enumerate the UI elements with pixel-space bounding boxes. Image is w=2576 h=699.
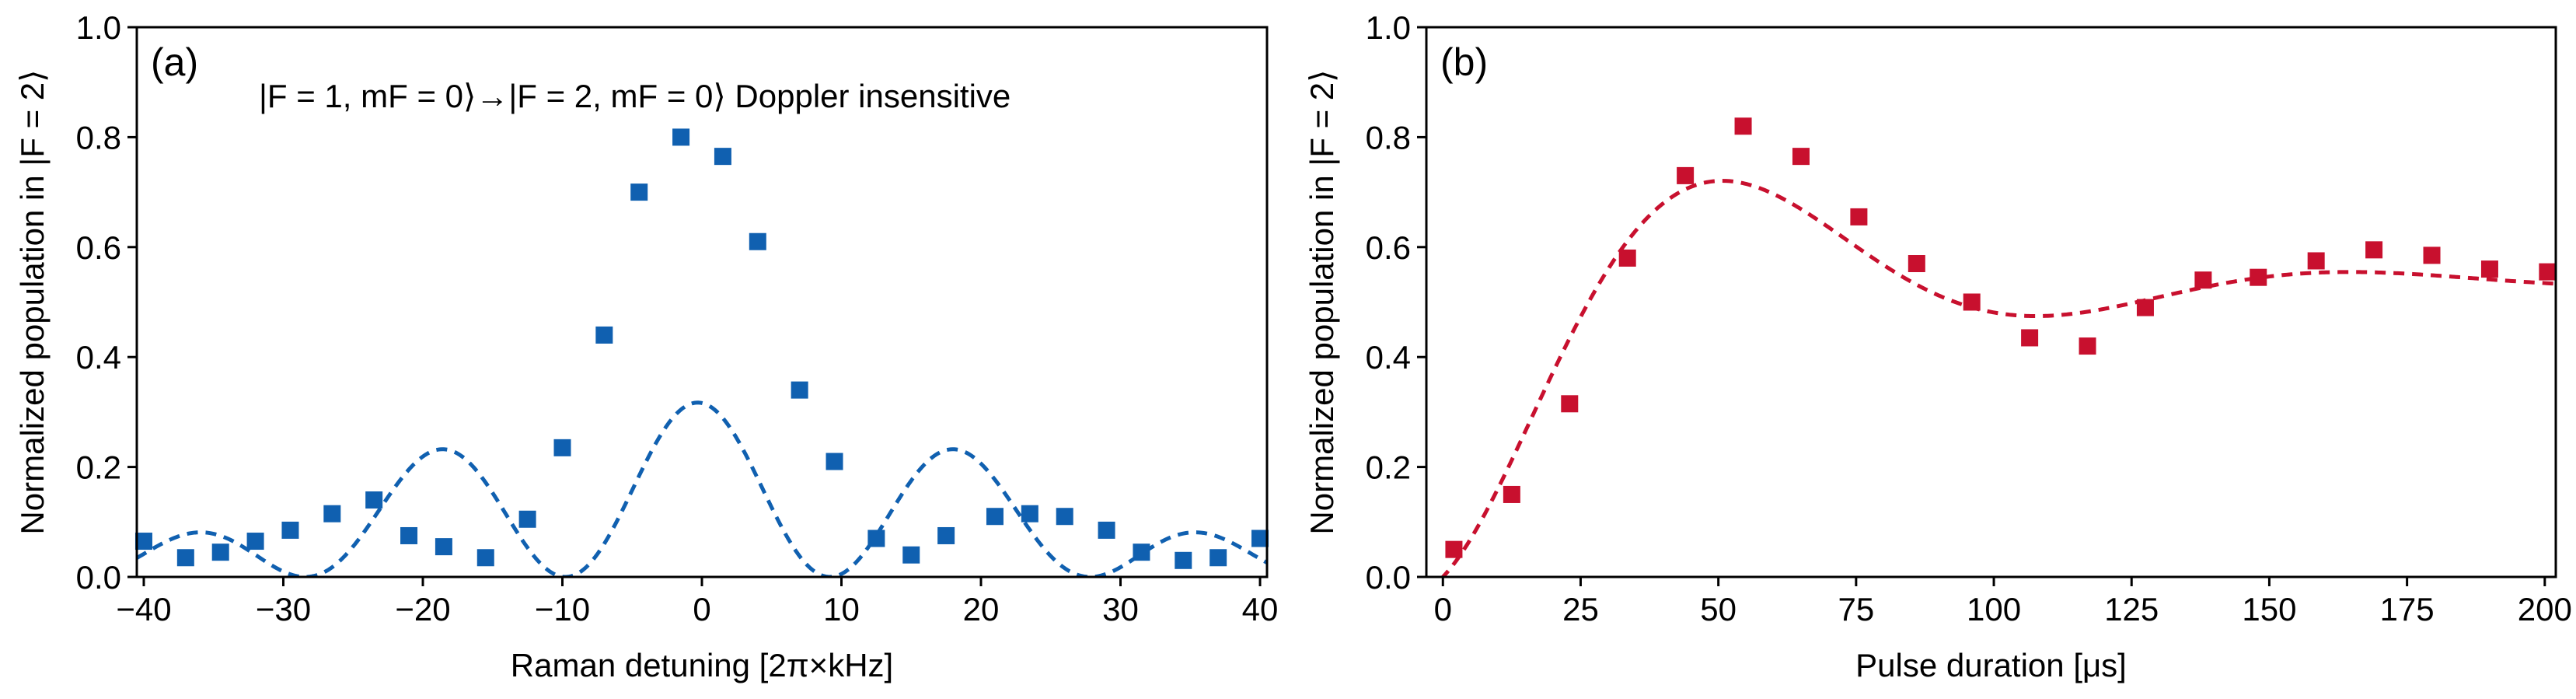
data-point bbox=[134, 533, 152, 550]
data-point bbox=[1908, 255, 1925, 273]
x-tick-label: 25 bbox=[1562, 591, 1599, 627]
data-point bbox=[518, 510, 536, 528]
data-point bbox=[1618, 249, 1636, 267]
data-point bbox=[2539, 263, 2557, 281]
data-point bbox=[791, 381, 808, 399]
y-tick-label: 1.0 bbox=[76, 9, 121, 46]
data-point bbox=[365, 491, 383, 509]
data-point bbox=[2480, 260, 2498, 278]
data-point bbox=[749, 232, 766, 250]
x-tick-label: 125 bbox=[2104, 591, 2159, 627]
x-axis-label: Pulse duration [μs] bbox=[1855, 647, 2127, 683]
data-point bbox=[2365, 241, 2383, 259]
data-point bbox=[672, 128, 690, 146]
data-point bbox=[1175, 551, 1192, 569]
data-point bbox=[1056, 508, 1073, 526]
x-tick-label: 50 bbox=[1700, 591, 1737, 627]
chart-panel: −40 −30 −20 −10 0 10 20 30 40 0.0 0.2 0.4 0.6 0.8 1.0 R… bbox=[14, 9, 1278, 683]
data-point bbox=[714, 148, 731, 166]
x-tick-label: 0 bbox=[1434, 591, 1452, 627]
data-point bbox=[323, 505, 341, 523]
y-tick-label: 0.6 bbox=[76, 229, 121, 266]
data-point bbox=[2136, 299, 2154, 316]
data-point bbox=[2250, 268, 2267, 286]
x-tick-label: 20 bbox=[963, 591, 1000, 627]
x-tick-label: −20 bbox=[395, 591, 450, 627]
data-point bbox=[1133, 543, 1150, 561]
data-point bbox=[435, 538, 452, 556]
data-point bbox=[1734, 117, 1752, 135]
data-point bbox=[2423, 246, 2441, 264]
data-point bbox=[595, 326, 613, 344]
y-tick-label: 0.6 bbox=[1366, 229, 1411, 266]
data-point bbox=[1445, 540, 1463, 558]
x-tick-label: 200 bbox=[2518, 591, 2572, 627]
plot-frame bbox=[1425, 26, 2557, 578]
x-tick-label: −10 bbox=[535, 591, 590, 627]
fit-curve bbox=[137, 400, 1267, 577]
data-point bbox=[630, 183, 648, 201]
y-tick-label: 0.4 bbox=[1366, 339, 1411, 376]
data-point bbox=[246, 533, 264, 550]
x-tick-label: −40 bbox=[116, 591, 171, 627]
data-point bbox=[902, 546, 920, 564]
x-tick-label: 75 bbox=[1838, 591, 1874, 627]
data-point bbox=[1561, 395, 1579, 413]
data-point bbox=[281, 521, 299, 539]
data-point bbox=[2021, 329, 2039, 347]
data-point bbox=[867, 529, 885, 547]
data-point bbox=[1251, 529, 1269, 547]
y-tick-label: 0.2 bbox=[1366, 449, 1411, 486]
data-point bbox=[553, 439, 571, 456]
data-point bbox=[937, 526, 955, 544]
panel-label: (b) bbox=[1440, 40, 1488, 84]
data-point bbox=[400, 526, 418, 544]
data-point bbox=[1677, 166, 1695, 184]
x-tick-label: 30 bbox=[1102, 591, 1139, 627]
x-tick-label: 175 bbox=[2380, 591, 2435, 627]
data-point bbox=[2079, 337, 2096, 355]
y-tick-label: 0.8 bbox=[1366, 119, 1411, 156]
data-point bbox=[2307, 252, 2325, 270]
y-tick-label: 0.4 bbox=[76, 339, 121, 376]
data-point bbox=[1209, 549, 1227, 567]
data-point bbox=[1963, 293, 1981, 311]
y-tick-label: 1.0 bbox=[1366, 9, 1411, 46]
data-point bbox=[211, 543, 229, 561]
x-tick-label: 0 bbox=[693, 591, 710, 627]
x-tick-label: −30 bbox=[256, 591, 311, 627]
x-tick-label: 100 bbox=[1967, 591, 2021, 627]
data-point bbox=[1503, 485, 1520, 503]
data-point bbox=[826, 453, 843, 470]
chart-annotation: |F = 1, mF = 0⟩→|F = 2, mF = 0⟩ Doppler … bbox=[259, 78, 1011, 114]
data-point bbox=[986, 508, 1004, 526]
data-point bbox=[176, 549, 194, 567]
panel-label: (a) bbox=[151, 40, 198, 84]
x-tick-label: 40 bbox=[1242, 591, 1279, 627]
data-point bbox=[1792, 148, 1810, 166]
x-tick-label: 150 bbox=[2242, 591, 2296, 627]
y-axis-label: Normalized population in |F = 2⟩ bbox=[14, 69, 51, 534]
data-point bbox=[2194, 271, 2212, 289]
x-tick-label: 10 bbox=[823, 591, 860, 627]
fit-curve bbox=[1440, 179, 2556, 577]
y-tick-label: 0.8 bbox=[76, 119, 121, 156]
chart-panel: 0 25 50 75 100 125 150 175 200 0.0 0.2 0.4 0.6 0.8 1.0… bbox=[1304, 9, 2572, 683]
y-tick-label: 0.0 bbox=[1366, 559, 1411, 596]
y-axis-label: Normalized population in |F = 2⟩ bbox=[1304, 69, 1340, 534]
x-axis-label: Raman detuning [2π×kHz] bbox=[511, 647, 893, 683]
data-point bbox=[1021, 505, 1038, 523]
data-point bbox=[476, 549, 494, 567]
data-point bbox=[1850, 208, 1868, 225]
data-point bbox=[1098, 521, 1115, 539]
y-tick-label: 0.0 bbox=[76, 559, 121, 596]
y-tick-label: 0.2 bbox=[76, 449, 121, 486]
